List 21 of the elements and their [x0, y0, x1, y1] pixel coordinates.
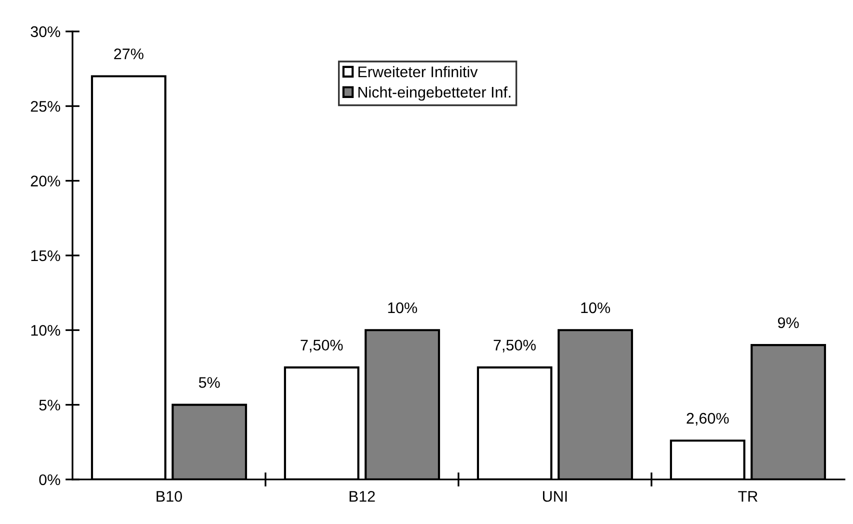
x-tick-label: B10 [156, 490, 182, 502]
y-tick-label: 5% [39, 400, 60, 410]
data-label: 9% [778, 317, 799, 328]
data-label: 10% [388, 302, 418, 314]
x-tick-label: B12 [350, 490, 375, 502]
x-tick-label: TR [738, 491, 758, 502]
y-tick-label: 0% [39, 474, 60, 486]
data-label: 5% [198, 377, 220, 388]
data-label: 10% [581, 302, 610, 314]
legend-label: Nicht-eingebetteter Inf. [358, 86, 510, 101]
x-tick-label: UNI [543, 491, 567, 502]
y-tick-label: 15% [31, 250, 60, 262]
y-tick-label: 10% [31, 324, 60, 336]
y-tick-label: 25% [30, 100, 60, 112]
data-label: 2,60% [686, 412, 729, 426]
y-tick-label: 20% [30, 176, 60, 186]
data-label: 7,50% [494, 340, 536, 352]
data-label: 27% [114, 48, 144, 60]
y-tick-label: 30% [30, 26, 60, 38]
legend-label: Erweiteter Infinitiv [358, 66, 478, 78]
data-label: 7,50% [300, 340, 343, 352]
